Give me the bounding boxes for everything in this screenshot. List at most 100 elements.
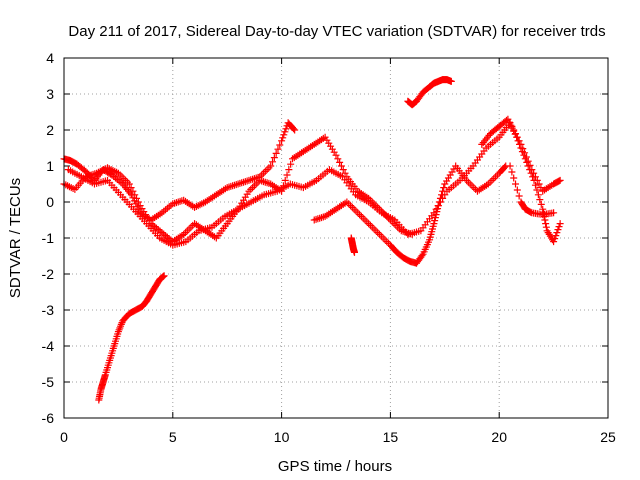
data-point (282, 125, 290, 133)
data-point (464, 178, 472, 186)
y-tick-labels: -6 -5 -4 -3 -2 -1 0 1 2 3 4 (42, 50, 55, 426)
data-point (536, 196, 544, 204)
data-point (432, 211, 440, 219)
y-tick-label: 4 (46, 50, 54, 66)
data-point (535, 180, 543, 188)
x-tick-labels: 0 5 10 15 20 25 (60, 429, 616, 445)
data-point (376, 230, 384, 238)
data-point (527, 169, 535, 177)
data-point (363, 218, 371, 226)
data-point (506, 162, 514, 170)
data-point (281, 176, 289, 184)
data-point (348, 203, 356, 211)
data-point (290, 125, 298, 133)
data-point (350, 248, 358, 256)
data-point (259, 169, 267, 177)
data-point (359, 214, 367, 222)
y-axis-label: SDTVAR / TECUs (7, 178, 24, 298)
data-point (524, 162, 532, 170)
data-point (354, 209, 362, 217)
data-point (529, 173, 537, 181)
data-point (550, 238, 558, 246)
data-point (488, 176, 496, 184)
data-point (520, 151, 528, 159)
data-point (551, 235, 559, 243)
y-tick-label: 2 (46, 122, 54, 138)
data-point (127, 184, 135, 192)
data-point (431, 217, 439, 225)
data-point (438, 191, 446, 199)
data-point (365, 220, 373, 228)
data-point (265, 164, 273, 172)
data-point (337, 162, 345, 170)
data-point (279, 134, 287, 142)
data-point (281, 128, 289, 136)
data-point (514, 137, 522, 145)
data-point (555, 223, 563, 231)
data-point (556, 220, 564, 228)
data-point (556, 176, 564, 184)
data-point (505, 118, 513, 126)
data-point (274, 145, 282, 153)
data-point (430, 220, 438, 228)
data-point (370, 225, 378, 233)
data-point (511, 130, 519, 138)
data-point (339, 166, 347, 174)
data-point (278, 137, 286, 145)
data-points (60, 76, 564, 404)
data-point (523, 158, 531, 166)
data-point (263, 166, 271, 174)
data-point (468, 182, 476, 190)
data-point (512, 180, 520, 188)
data-point (160, 272, 168, 280)
data-point (440, 184, 448, 192)
data-point (341, 169, 349, 177)
data-point (534, 191, 542, 199)
series-trace-f (404, 76, 455, 109)
y-tick-label: 1 (46, 158, 54, 174)
data-point (125, 180, 133, 188)
series-trace-i (347, 234, 358, 256)
data-point (447, 77, 455, 85)
data-point (368, 223, 376, 231)
data-point (537, 184, 545, 192)
data-point (466, 180, 474, 188)
chart-title: Day 211 of 2017, Sidereal Day-to-day VTE… (68, 23, 605, 40)
data-point (379, 234, 387, 242)
data-point (131, 191, 139, 199)
data-point (435, 198, 443, 206)
series-trace-e (310, 162, 510, 267)
data-point (436, 194, 444, 202)
x-tick-label: 25 (600, 429, 616, 445)
data-point (283, 171, 291, 179)
data-point (492, 173, 500, 181)
data-point (553, 229, 561, 237)
data-point (377, 232, 385, 240)
data-point (123, 178, 131, 186)
data-point (516, 140, 524, 148)
data-point (504, 115, 512, 123)
data-point (270, 154, 278, 162)
data-point (418, 252, 426, 260)
data-point (357, 212, 365, 220)
y-tick-label: -5 (42, 374, 55, 390)
data-point (434, 205, 442, 213)
data-point (439, 187, 447, 195)
x-tick-label: 0 (60, 429, 68, 445)
data-point (542, 220, 550, 228)
data-point (383, 238, 391, 246)
data-point (334, 155, 342, 163)
data-point (249, 184, 257, 192)
data-point (285, 166, 293, 174)
data-point (518, 148, 526, 156)
y-tick-label: -3 (42, 302, 55, 318)
data-point (381, 236, 389, 244)
data-point (537, 200, 545, 208)
data-point (267, 162, 275, 170)
data-point (531, 181, 539, 189)
data-point (507, 121, 515, 129)
data-point (291, 126, 299, 134)
data-point (510, 174, 518, 182)
data-point (501, 163, 509, 171)
data-point (280, 131, 288, 139)
